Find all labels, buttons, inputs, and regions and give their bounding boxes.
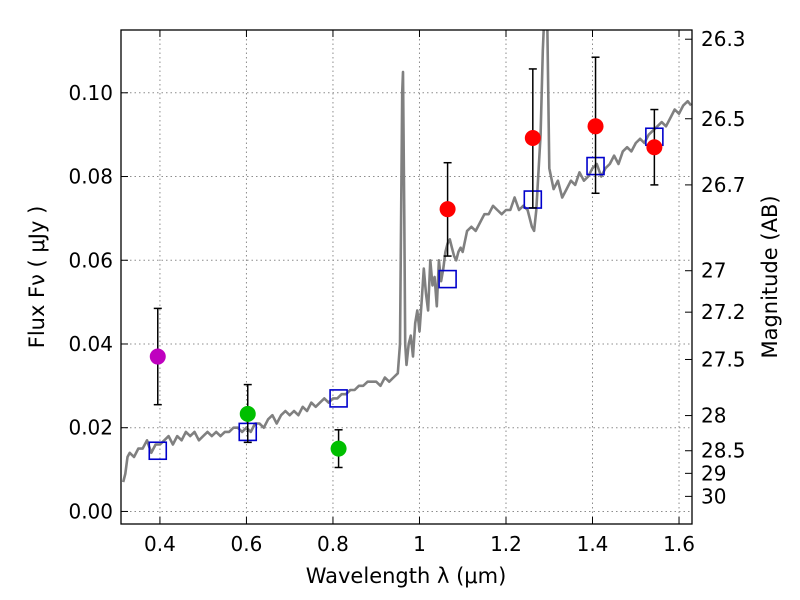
x-tick-label: 0.6	[231, 532, 263, 556]
sed-spectrum-line	[121, 30, 692, 483]
right-tick-label: 29	[701, 461, 726, 485]
y-tick-label: 0.10	[68, 81, 113, 105]
y-tick-label: 0.00	[68, 499, 113, 523]
sed-layer	[121, 30, 692, 483]
model-photometry-box	[438, 269, 457, 289]
x-axis-label: Wavelength λ (μm)	[306, 564, 507, 588]
observed-point	[646, 139, 663, 156]
x-tick-label: 1.2	[490, 532, 522, 556]
x-tick-label: 1.4	[577, 532, 609, 556]
x-tick-label: 1	[413, 532, 426, 556]
observed-point	[524, 130, 541, 147]
y-tick-label: 0.06	[68, 248, 113, 272]
grid	[121, 30, 692, 524]
x-tick-label: 0.8	[317, 532, 349, 556]
right-tick-label: 27	[701, 259, 726, 283]
right-tick-label: 28	[701, 404, 726, 428]
y-axis-left: 0.00 0.02 0.04 0.06 0.08 0.10	[68, 81, 128, 523]
plot-frame	[120, 29, 693, 525]
x-axis: 0.4 0.6 0.8 1 1.2 1.4 1.6	[144, 30, 695, 556]
y-axis-right-label: Magnitude (AB)	[758, 195, 782, 358]
observed-point	[587, 118, 604, 135]
right-tick-label: 27.5	[701, 347, 746, 371]
right-tick-label: 26.3	[701, 27, 746, 51]
y-axis-label: Flux Fν ( μJy )	[25, 206, 49, 349]
right-tick-label: 26.7	[701, 173, 746, 197]
right-tick-label: 27.2	[701, 300, 746, 324]
right-tick-label: 26.5	[701, 107, 746, 131]
right-tick-label: 30	[701, 484, 726, 508]
observed-point	[239, 405, 256, 422]
model-photometry-box	[329, 389, 348, 408]
observed-photometry-layer	[149, 56, 663, 469]
observed-point	[439, 201, 456, 218]
x-tick-label: 1.6	[663, 532, 695, 556]
x-tick-label: 0.4	[144, 532, 176, 556]
y-tick-label: 0.02	[68, 416, 113, 440]
y-tick-label: 0.04	[68, 332, 113, 356]
y-tick-label: 0.08	[68, 165, 113, 189]
model-photometry-box	[148, 441, 168, 461]
right-tick-label: 28.5	[701, 439, 746, 463]
observed-point	[149, 348, 166, 365]
observed-point	[330, 440, 347, 457]
